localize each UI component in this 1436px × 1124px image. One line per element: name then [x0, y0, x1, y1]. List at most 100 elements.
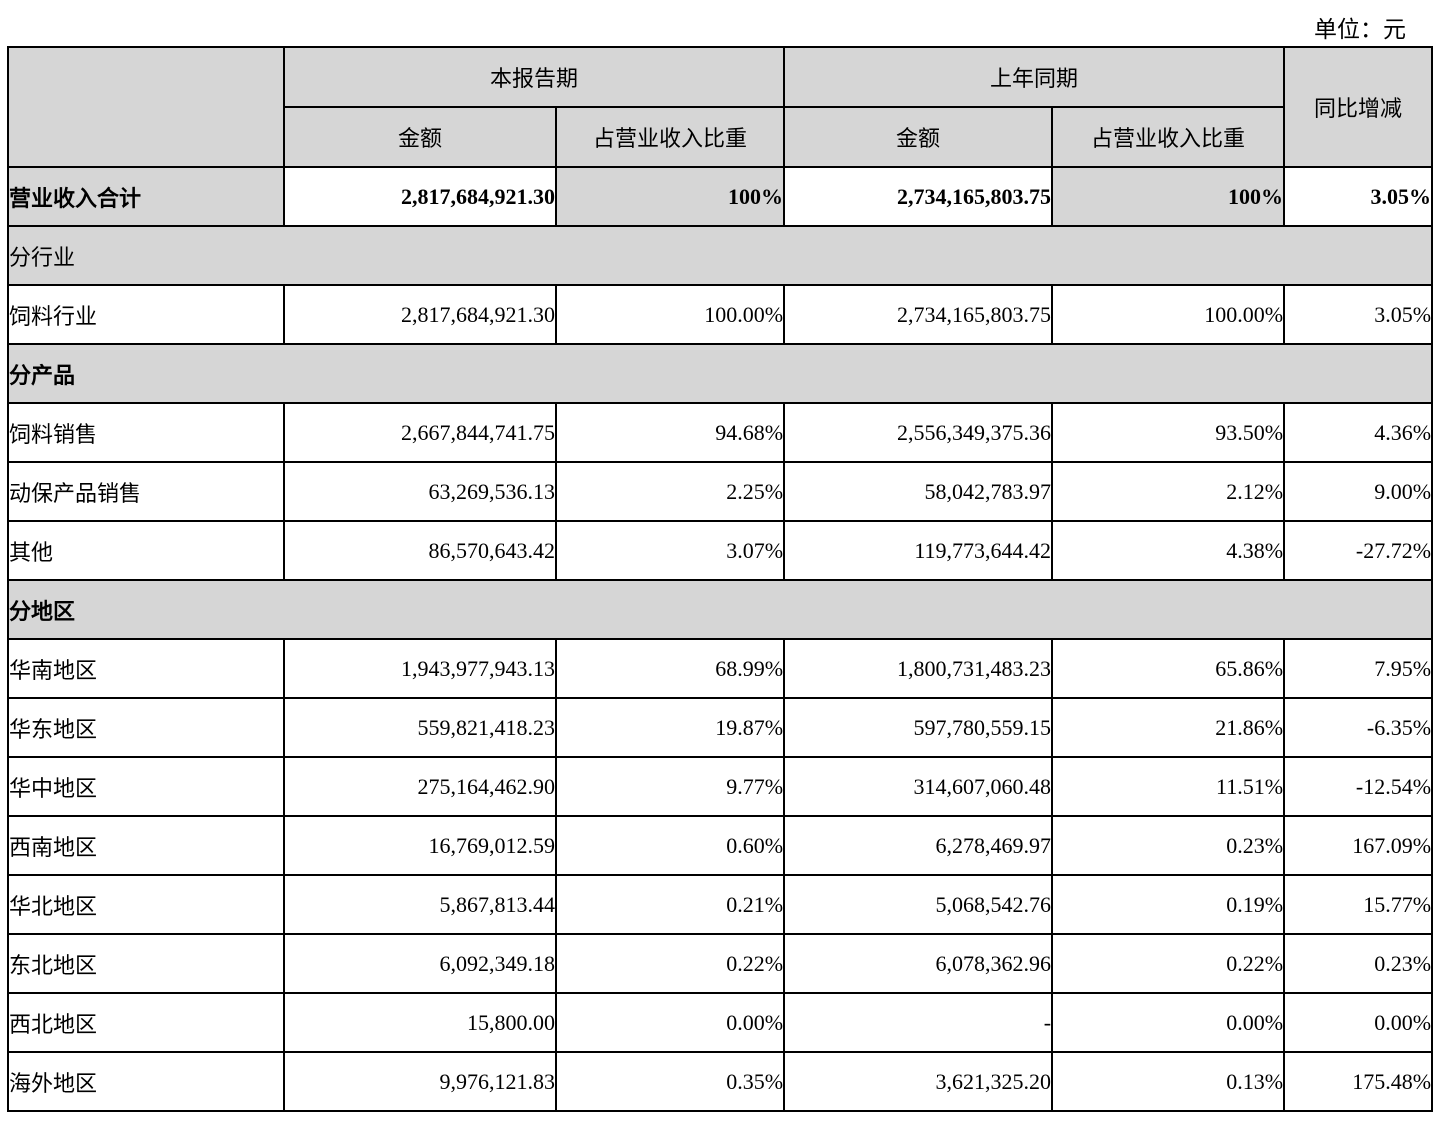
yoy-change-cell: 0.23% — [1283, 933, 1434, 994]
table-row: 营业收入合计 2,817,684,921.30 100% 2,734,165,803.… — [7, 166, 1434, 227]
table-row: 饲料销售 2,667,844,741.75 94.68% 2,556,349,375.… — [7, 402, 1434, 463]
section-row: 分行业 — [6, 225, 1434, 286]
section-label: 分产品 — [6, 343, 1434, 404]
pct-current-cell: 0.60% — [554, 815, 786, 876]
pct-current-cell: 2.25% — [554, 461, 786, 522]
pct-current-cell: 0.35% — [554, 1051, 786, 1112]
table-row: 东北地区 6,092,349.18 0.22% 6,078,362.96 0.22% 0.… — [7, 933, 1434, 994]
amount-prior-cell: 2,734,165,803.75 — [783, 166, 1054, 227]
pct-prior-cell: 0.13% — [1051, 1051, 1286, 1112]
table-row: 华东地区 559,821,418.23 19.87% 597,780,559.15 21… — [7, 697, 1434, 758]
amount-prior-cell: 2,556,349,375.36 — [783, 402, 1054, 463]
amount-prior-cell: 6,078,362.96 — [783, 933, 1054, 994]
pct-prior-cell: 0.00% — [1051, 992, 1286, 1053]
row-label: 西南地区 — [7, 815, 285, 876]
pct-current-cell: 3.07% — [554, 520, 786, 581]
row-label: 华中地区 — [7, 756, 285, 817]
pct-prior-cell: 11.51% — [1051, 756, 1286, 817]
row-label: 西北地区 — [7, 992, 285, 1053]
amount-current-cell: 275,164,462.90 — [283, 756, 557, 817]
pct-prior-cell: 0.19% — [1051, 874, 1286, 935]
yoy-change-cell: 167.09% — [1283, 815, 1434, 876]
pct-current-cell: 0.00% — [554, 992, 786, 1053]
yoy-change-cell: 3.05% — [1283, 166, 1434, 227]
section-label: 分行业 — [6, 225, 1434, 286]
pct-prior-cell: 0.23% — [1051, 815, 1286, 876]
section-row: 分地区 — [6, 579, 1434, 640]
pct-prior-cell: 21.86% — [1051, 697, 1286, 758]
section-label: 分地区 — [6, 579, 1434, 640]
amount-current-cell: 16,769,012.59 — [283, 815, 557, 876]
yoy-change-cell: 15.77% — [1283, 874, 1434, 935]
amount-prior-cell: 3,621,325.20 — [783, 1051, 1054, 1112]
header-prior-period: 上年同期 — [783, 46, 1286, 108]
pct-prior-cell: 93.50% — [1051, 402, 1286, 463]
row-label: 饲料销售 — [7, 402, 285, 463]
table-header: 本报告期 上年同期 同比增减 金额 占营业收入比重 金额 占营业收入比重 — [7, 46, 1434, 168]
table-row: 其他 86,570,643.42 3.07% 119,773,644.42 4.38% -… — [7, 520, 1434, 581]
revenue-breakdown-table: 本报告期 上年同期 同比增减 金额 占营业收入比重 金额 占营业收入比重 营业收… — [6, 46, 1434, 1112]
header-pct-prior: 占营业收入比重 — [1051, 106, 1286, 168]
pct-current-cell: 100.00% — [554, 284, 786, 345]
pct-prior-cell: 100.00% — [1051, 284, 1286, 345]
row-label: 华东地区 — [7, 697, 285, 758]
table-body: 营业收入合计 2,817,684,921.30 100% 2,734,165,803.… — [6, 166, 1434, 1112]
amount-current-cell: 15,800.00 — [283, 992, 557, 1053]
amount-prior-cell: 6,278,469.97 — [783, 815, 1054, 876]
pct-prior-cell: 4.38% — [1051, 520, 1286, 581]
table-row: 西南地区 16,769,012.59 0.60% 6,278,469.97 0.23% 1… — [7, 815, 1434, 876]
amount-prior-cell: 2,734,165,803.75 — [783, 284, 1054, 345]
section-row: 分产品 — [6, 343, 1434, 404]
row-label: 营业收入合计 — [7, 166, 285, 227]
table-row: 动保产品销售 63,269,536.13 2.25% 58,042,783.97 2.1… — [7, 461, 1434, 522]
header-pct-current: 占营业收入比重 — [554, 106, 786, 168]
pct-current-cell: 19.87% — [554, 697, 786, 758]
yoy-change-cell: -27.72% — [1283, 520, 1434, 581]
pct-prior-cell: 100% — [1051, 166, 1286, 227]
yoy-change-cell: 0.00% — [1283, 992, 1434, 1053]
row-label: 饲料行业 — [7, 284, 285, 345]
table-row: 海外地区 9,976,121.83 0.35% 3,621,325.20 0.13% 17… — [7, 1051, 1434, 1112]
amount-current-cell: 559,821,418.23 — [283, 697, 557, 758]
table-row: 饲料行业 2,817,684,921.30 100.00% 2,734,165,803… — [7, 284, 1434, 345]
amount-current-cell: 86,570,643.42 — [283, 520, 557, 581]
pct-prior-cell: 0.22% — [1051, 933, 1286, 994]
pct-current-cell: 9.77% — [554, 756, 786, 817]
amount-current-cell: 63,269,536.13 — [283, 461, 557, 522]
header-amount-prior: 金额 — [783, 106, 1054, 168]
amount-prior-cell: 314,607,060.48 — [783, 756, 1054, 817]
pct-current-cell: 0.22% — [554, 933, 786, 994]
amount-prior-cell: 597,780,559.15 — [783, 697, 1054, 758]
amount-current-cell: 5,867,813.44 — [283, 874, 557, 935]
yoy-change-cell: 175.48% — [1283, 1051, 1434, 1112]
header-current-period: 本报告期 — [282, 46, 786, 108]
yoy-change-cell: 3.05% — [1283, 284, 1434, 345]
pct-current-cell: 0.21% — [554, 874, 786, 935]
yoy-change-cell: 9.00% — [1283, 461, 1434, 522]
row-label: 华北地区 — [7, 874, 285, 935]
header-corner-cell — [7, 46, 285, 168]
row-label: 动保产品销售 — [7, 461, 285, 522]
amount-current-cell: 9,976,121.83 — [283, 1051, 557, 1112]
row-label: 海外地区 — [7, 1051, 285, 1112]
pct-current-cell: 68.99% — [554, 638, 786, 699]
yoy-change-cell: -6.35% — [1283, 697, 1434, 758]
pct-current-cell: 94.68% — [554, 402, 786, 463]
yoy-change-cell: -12.54% — [1283, 756, 1434, 817]
row-label: 华南地区 — [7, 638, 285, 699]
table-row: 华南地区 1,943,977,943.13 68.99% 1,800,731,483.… — [7, 638, 1434, 699]
table-row: 华北地区 5,867,813.44 0.21% 5,068,542.76 0.19% 15… — [7, 874, 1434, 935]
header-row-periods: 本报告期 上年同期 同比增减 — [7, 46, 1434, 168]
amount-prior-cell: 5,068,542.76 — [783, 874, 1054, 935]
unit-label: 单位：元 — [1314, 17, 1406, 42]
table-row: 华中地区 275,164,462.90 9.77% 314,607,060.48 11.… — [7, 756, 1434, 817]
pct-prior-cell: 2.12% — [1051, 461, 1286, 522]
amount-current-cell: 1,943,977,943.13 — [283, 638, 557, 699]
amount-current-cell: 2,817,684,921.30 — [283, 166, 557, 227]
amount-prior-cell: 1,800,731,483.23 — [783, 638, 1054, 699]
amount-prior-cell: 119,773,644.42 — [783, 520, 1054, 581]
amount-current-cell: 2,817,684,921.30 — [283, 284, 557, 345]
pct-current-cell: 100% — [554, 166, 786, 227]
header-yoy-change: 同比增减 — [1283, 46, 1434, 168]
header-amount-current: 金额 — [283, 106, 557, 168]
